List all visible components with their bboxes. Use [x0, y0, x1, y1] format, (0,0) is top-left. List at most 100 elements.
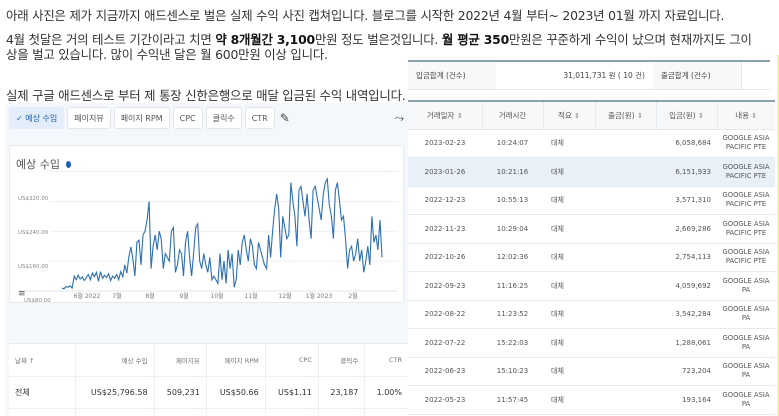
transactions-table: 거래일자 ⇕ 거래시간 적요 ⇕ 출금(원) ⇕ 입금(원) ⇕ 내용 ⇕ 20…: [408, 100, 775, 415]
transaction-withdraw: [595, 271, 656, 301]
transaction-row[interactable]: 2022-05-23 11:57:45 대체 193,164 GOOGLE ASIA P…: [408, 385, 775, 415]
menu-icon[interactable]: ≡: [18, 289, 26, 299]
transaction-description: GOOGLE ASIA PACIFIC PTE: [717, 243, 775, 272]
transaction-description: GOOGLE ASIA PACIFIC PTE: [717, 186, 775, 215]
transaction-memo: 대체: [543, 243, 595, 272]
transactions-body: 2023-02-23 10:24:07 대체 6,058,684 GOOGLE ASIA…: [408, 129, 775, 415]
transaction-memo: 대체: [543, 129, 595, 158]
x-tick-label: 10월: [210, 293, 224, 300]
y-tick-label: US$320.00: [18, 196, 49, 202]
chip-ctr[interactable]: CTR: [244, 107, 275, 129]
transaction-deposit: 3,542,284: [656, 300, 717, 329]
transaction-deposit: 4,059,692: [656, 271, 717, 301]
transaction-withdraw: [595, 385, 656, 415]
transaction-description: GOOGLE ASIA PA: [717, 271, 775, 301]
intro-text: 만원은 꾸준하게 수익이 났으며 현재까지도 그이: [509, 32, 752, 47]
col-ctr[interactable]: CTR: [364, 344, 409, 377]
totals-row: 입금합계 (건수) 31,011,731 원 ( 10 건) 출금합계 (건수): [408, 60, 770, 90]
total-page-rpm: US$50.66: [206, 376, 266, 409]
summary-header-row: 날짜 ↑ 예상 수입 페이지뷰 페이지 RPM CPC 클릭수 CTR: [9, 344, 409, 377]
transaction-time: 10:21:16: [482, 157, 543, 187]
transaction-withdraw: [595, 357, 656, 386]
transaction-deposit: 2,669,286: [656, 214, 717, 244]
intro-line-1: 아래 사진은 제가 지금까지 애드센스로 벌은 실제 수익 사진 캡쳐입니다. …: [6, 8, 725, 23]
transaction-date: 2022-09-23: [408, 271, 482, 301]
compare-icon[interactable]: ⤳: [394, 111, 404, 125]
x-tick-label: 12월: [278, 293, 292, 300]
col-page-rpm[interactable]: 페이지 RPM: [206, 344, 266, 377]
col-description[interactable]: 내용 ⇕: [717, 101, 775, 130]
transaction-withdraw: [595, 129, 656, 158]
sort-icon[interactable]: ⇕: [574, 111, 581, 120]
transaction-memo: 대체: [543, 214, 595, 244]
col-cpc[interactable]: CPC: [265, 344, 319, 377]
withdraw-total-label: 출금합계 (건수): [653, 62, 741, 89]
total-page-views: 509,231: [154, 376, 207, 409]
sort-icon[interactable]: ⇕: [637, 111, 643, 120]
col-date[interactable]: 거래일자 ⇕: [408, 101, 483, 130]
pencil-icon[interactable]: ✎: [279, 111, 290, 125]
transaction-row[interactable]: 2023-01-26 10:21:16 대체 6,151,933 GOOGLE ASIA…: [408, 157, 775, 187]
total-clicks: 23,187: [318, 376, 366, 409]
col-date[interactable]: 날짜 ↑: [9, 344, 76, 377]
earnings-line-chart[interactable]: [10, 146, 405, 304]
transaction-date: 2023-02-23: [408, 129, 482, 158]
transaction-row[interactable]: 2022-07-22 15:22:03 대체 1,288,061 GOOGLE ASIA…: [408, 328, 775, 358]
transaction-time: 12:02:36: [482, 243, 543, 272]
transaction-date: 2022-12-23: [408, 186, 482, 215]
transaction-memo: 대체: [543, 186, 595, 215]
adsense-report-panel: ✓ 예상 수입 페이지뷰 페이지 RPM CPC 클릭수 CTR ✎ ⤳ 예상 …: [5, 103, 409, 416]
intro-text: 만원 정도 벌은것입니다.: [314, 32, 442, 47]
col-withdraw[interactable]: 출금(원) ⇕: [595, 101, 657, 130]
transaction-row[interactable]: 2022-06-23 15:10:23 대체 723,204 GOOGLE ASIA P…: [408, 357, 775, 386]
col-estimated-earnings[interactable]: 예상 수입: [75, 344, 155, 377]
transaction-description: GOOGLE ASIA PACIFIC PTE: [717, 129, 775, 158]
chip-estimated-earnings[interactable]: ✓ 예상 수입: [9, 107, 65, 129]
summary-empty-row: [9, 408, 409, 416]
transaction-row[interactable]: 2022-10-26 12:02:36 대체 2,754,113 GOOGLE ASIA…: [408, 243, 775, 272]
transaction-row[interactable]: 2022-08-22 11:23:52 대체 3,542,284 GOOGLE ASIA…: [408, 300, 775, 329]
transaction-description: GOOGLE ASIA PACIFIC PTE: [717, 157, 775, 187]
intro-line-4: 실제 구글 애드센스로 부터 제 통장 신한은행으로 매달 입금된 수익 내역입…: [6, 88, 406, 103]
transaction-date: 2022-11-23: [408, 214, 482, 244]
sort-icon[interactable]: ⇕: [751, 111, 758, 120]
col-time: 거래시간: [482, 101, 544, 130]
summary-total-row: 전체 US$25,796.58 509,231 US$50.66 US$1.11…: [9, 376, 409, 409]
transaction-time: 10:29:04: [482, 214, 543, 244]
transaction-row[interactable]: 2022-09-23 11:16:25 대체 4,059,692 GOOGLE ASIA…: [408, 271, 775, 301]
sort-icon[interactable]: ⇕: [456, 111, 463, 120]
col-deposit[interactable]: 입금(원) ⇕: [656, 101, 718, 130]
transaction-row[interactable]: 2023-02-23 10:24:07 대체 6,058,684 GOOGLE ASIA…: [408, 129, 775, 158]
transaction-row[interactable]: 2022-12-23 10:55:13 대체 3,571,310 GOOGLE ASIA…: [408, 186, 775, 215]
earnings-series-line: [61, 176, 383, 290]
transaction-memo: 대체: [543, 271, 595, 301]
legend-dot-icon: [65, 160, 71, 168]
metric-chips: ✓ 예상 수입 페이지뷰 페이지 RPM CPC 클릭수 CTR ✎: [9, 107, 292, 129]
chip-page-views[interactable]: 페이지뷰: [67, 107, 111, 129]
transaction-memo: 대체: [543, 300, 595, 329]
chip-cpc[interactable]: CPC: [172, 107, 203, 129]
transaction-date: 2023-01-26: [408, 157, 482, 187]
transaction-deposit: 3,571,310: [656, 186, 717, 215]
transaction-time: 15:10:23: [482, 357, 543, 386]
transaction-time: 15:22:03: [482, 328, 543, 358]
col-page-views[interactable]: 페이지뷰: [154, 344, 207, 377]
y-tick-label: US$240.00: [18, 230, 49, 236]
intro-text: 4월 첫달은 거의 테스트 기간이라고 치면: [6, 32, 216, 47]
transaction-withdraw: [595, 243, 656, 272]
transaction-withdraw: [595, 157, 656, 187]
chip-page-rpm[interactable]: 페이지 RPM: [113, 107, 170, 129]
transaction-time: 11:23:52: [482, 300, 543, 329]
earnings-chart-card: 예상 수입 US$320.00 US$240.00 US$160.00 US$8…: [9, 145, 405, 304]
col-clicks[interactable]: 클릭수: [318, 344, 366, 377]
sort-icon[interactable]: ⇕: [698, 111, 704, 120]
transaction-date: 2022-08-22: [408, 300, 482, 329]
col-memo[interactable]: 적요 ⇕: [543, 101, 596, 130]
chip-clicks[interactable]: 클릭수: [205, 107, 242, 129]
transaction-description: GOOGLE ASIA PA: [717, 357, 775, 386]
transaction-row[interactable]: 2022-11-23 10:29:04 대체 2,669,286 GOOGLE ASIA…: [408, 214, 775, 244]
x-tick-label: 2월: [348, 293, 358, 300]
withdraw-total-value: [741, 62, 770, 89]
transactions-header-row: 거래일자 ⇕ 거래시간 적요 ⇕ 출금(원) ⇕ 입금(원) ⇕ 내용 ⇕: [408, 101, 775, 130]
x-tick-label: 1월 2023: [305, 293, 333, 300]
